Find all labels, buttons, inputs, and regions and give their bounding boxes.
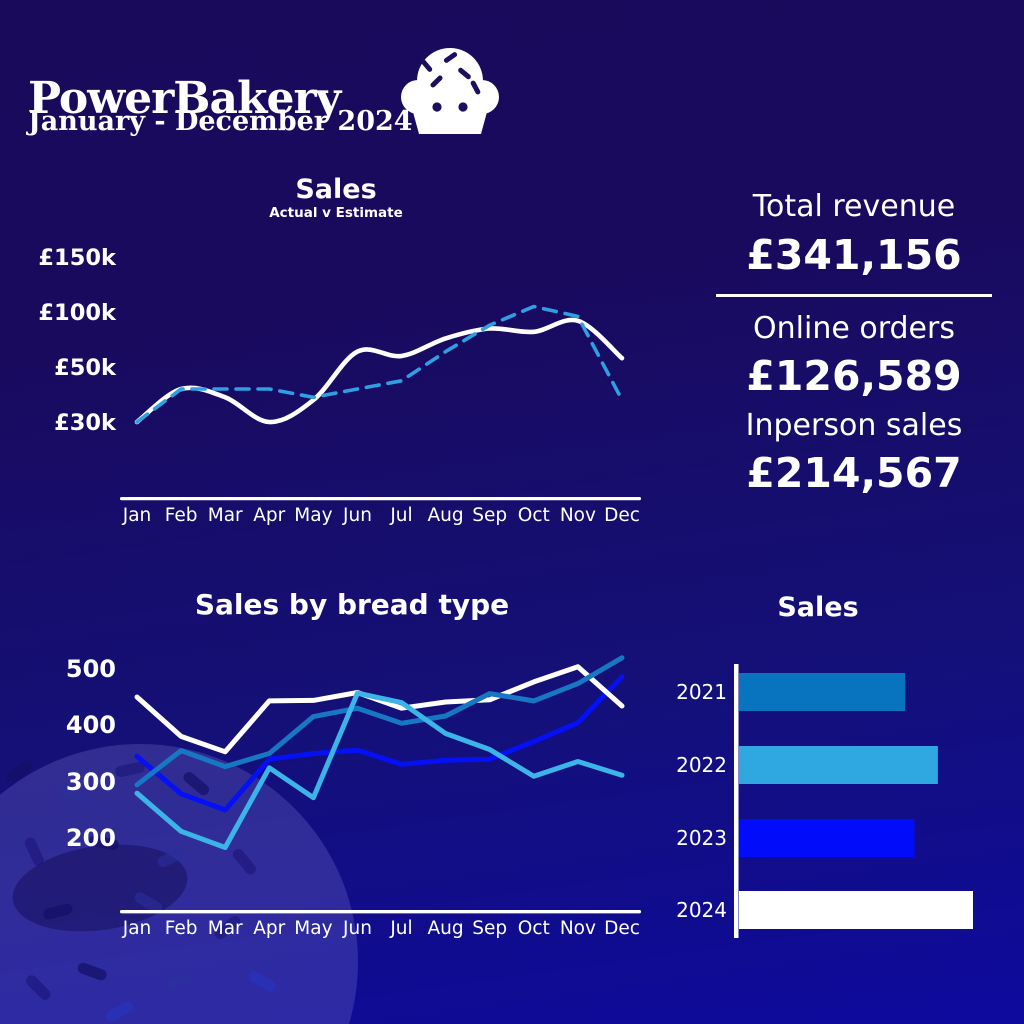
x-axis-line <box>120 910 641 914</box>
x-axis-label: Aug <box>428 918 464 939</box>
line-series-Estimate <box>135 304 624 424</box>
x-axis-label: Jan <box>122 505 152 526</box>
x-axis-label: Sep <box>472 505 507 526</box>
total-revenue-value: £341,156 <box>746 230 962 279</box>
x-axis-line <box>120 497 641 501</box>
x-axis-label: Nov <box>560 918 596 939</box>
bar-label-2021: 2021 <box>676 680 727 704</box>
bread-chart-title: Sales by bread type <box>194 588 510 621</box>
y-axis-label: 400 <box>66 711 116 739</box>
x-axis-label: Oct <box>518 505 550 526</box>
x-axis-label: Jun <box>342 505 372 526</box>
line-series-light-blue <box>134 690 625 850</box>
sales-by-year-bar-chart: 2021 2022 2023 2024 <box>676 664 973 938</box>
x-axis-label: Sep <box>472 918 507 939</box>
x-axis-label: Feb <box>165 918 198 939</box>
x-axis-label: Mar <box>208 918 243 939</box>
y-axis-label: 200 <box>66 824 116 852</box>
inperson-sales-label: Inperson sales <box>745 407 963 443</box>
x-axis-label: Jun <box>342 918 372 939</box>
line-series-steel-blue <box>134 655 625 788</box>
bar-2024 <box>739 891 973 929</box>
sales-by-bread-type-chart: Jan Feb Mar Apr May Jun Jul Aug Sep Oct Nov Dec 500 4… <box>66 655 641 939</box>
sales-chart-subtitle: Actual v Estimate <box>269 205 403 221</box>
bar-label-2022: 2022 <box>676 753 727 777</box>
stats-divider <box>716 293 992 297</box>
total-revenue-label: Total revenue <box>752 189 956 224</box>
y-axis-label: £30k <box>54 410 117 436</box>
x-axis-label: Aug <box>428 505 464 526</box>
bar-2021 <box>739 673 906 711</box>
revenue-stats-panel: Total revenue £341,156 Online orders £12… <box>716 185 992 500</box>
x-axis-label: Dec <box>604 505 640 526</box>
line-series-bright-blue <box>134 674 625 813</box>
x-axis-label: Feb <box>165 505 198 526</box>
bar-2022 <box>739 746 938 784</box>
x-axis-label: Jul <box>389 918 412 939</box>
cupcake-notches <box>432 102 468 112</box>
sales-actual-vs-estimate-chart: Jan Feb Mar Apr May Jun Jul Aug Sep Oct Nov Dec £150… <box>38 245 641 526</box>
donut-body <box>0 744 358 1024</box>
bar-label-2023: 2023 <box>676 826 727 850</box>
x-axis-label: Jan <box>122 918 152 939</box>
x-axis-label: Apr <box>253 918 285 939</box>
donut-sprinkles <box>6 760 276 1022</box>
sales-chart-title: Sales <box>295 174 377 205</box>
y-axis-line <box>734 664 739 938</box>
inperson-sales-value: £214,567 <box>746 449 962 498</box>
line-series-Actual <box>134 317 625 425</box>
x-axis-label: Nov <box>560 505 596 526</box>
cupcake-icon <box>401 48 499 134</box>
x-axis-label: May <box>294 918 332 939</box>
y-axis-label: 500 <box>66 655 116 683</box>
line-series-white <box>134 664 625 755</box>
y-axis-label: 300 <box>66 768 116 796</box>
page-title: PowerBakery <box>28 73 341 125</box>
online-orders-label: Online orders <box>753 310 955 346</box>
x-axis-label: Oct <box>518 918 550 939</box>
x-axis-label: May <box>294 505 332 526</box>
donut-watermark <box>0 744 358 1024</box>
page-subtitle: January - December 2024 <box>28 106 413 137</box>
cupcake-sprinkles <box>420 52 481 95</box>
x-axis-label: Apr <box>253 505 285 526</box>
x-axis-label: Jul <box>389 505 412 526</box>
x-axis-label: Mar <box>208 505 243 526</box>
year-bars-title: Sales <box>777 592 859 623</box>
y-axis-label: £100k <box>38 300 117 326</box>
bar-label-2024: 2024 <box>676 898 727 922</box>
online-orders-value: £126,589 <box>746 352 962 401</box>
y-axis-label: £50k <box>54 355 117 381</box>
y-axis-label: £150k <box>38 245 117 271</box>
bar-2023 <box>739 819 915 857</box>
x-axis-label: Dec <box>604 918 640 939</box>
